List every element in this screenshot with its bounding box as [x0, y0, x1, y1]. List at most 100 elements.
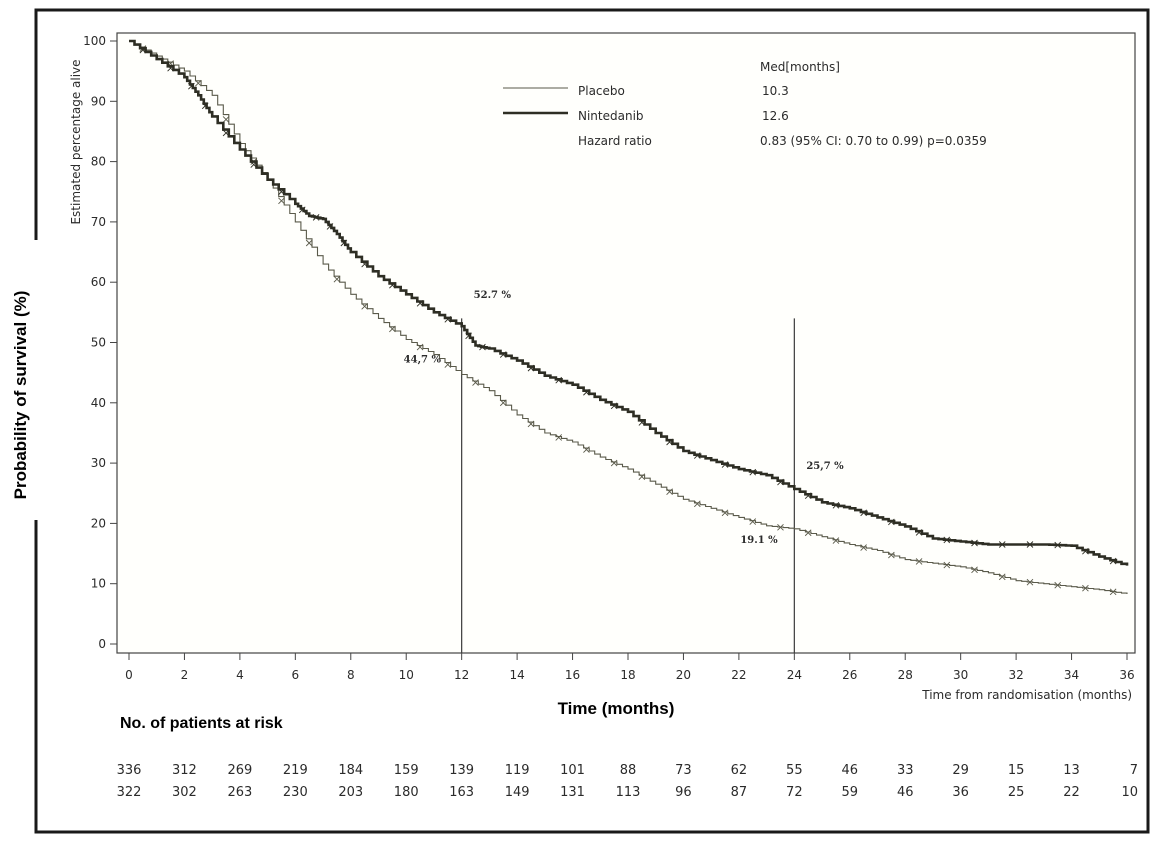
- censor-mark: [361, 260, 368, 268]
- risk-count: 119: [505, 763, 530, 778]
- risk-count: 302: [172, 785, 197, 800]
- censor-mark: [188, 82, 195, 90]
- censor-mark: [1026, 541, 1034, 548]
- risk-count: 180: [394, 785, 419, 800]
- risk-count: 263: [227, 785, 252, 800]
- risk-count: 22: [1063, 785, 1080, 800]
- censor-mark: [333, 275, 341, 283]
- censor-mark: [1054, 581, 1062, 589]
- censor-mark: [305, 239, 313, 247]
- censor-mark: [312, 214, 320, 221]
- censor-mark: [583, 446, 590, 453]
- risk-count: 7: [1130, 763, 1138, 778]
- censor-mark: [749, 468, 757, 476]
- curve-placebo: [129, 40, 1128, 594]
- risk-table: 336 312 269 219 184 159 139 119 101 88 73 62 55 46 33 2…: [117, 763, 1138, 800]
- censor-mark: [472, 379, 479, 386]
- censor-mark: [1082, 584, 1089, 592]
- censor-mark: [777, 478, 784, 486]
- y-tick-label: 40: [91, 396, 106, 410]
- plot-area: [116, 32, 1136, 654]
- risk-count: 322: [117, 785, 142, 800]
- censor-mark: [860, 544, 867, 551]
- censor-mark: [998, 573, 1006, 581]
- censor-mark: [1109, 557, 1117, 565]
- censor-mark: [693, 500, 701, 508]
- censor-mark: [721, 509, 729, 517]
- x-tick-label: 18: [620, 668, 635, 682]
- percent-annotation: 52.7 %: [474, 290, 512, 301]
- censor-mark: [389, 281, 396, 289]
- y-axis-label: Probability of survival (%): [11, 291, 30, 500]
- risk-count: 203: [338, 785, 363, 800]
- censor-mark: [721, 461, 729, 468]
- x-tick-label: 26: [842, 668, 857, 682]
- risk-count: 312: [172, 763, 197, 778]
- censor-mark: [915, 558, 923, 565]
- censor-mark: [943, 561, 951, 569]
- censor-mark: [444, 361, 452, 368]
- x-tick-label: 12: [454, 668, 469, 682]
- censor-mark: [555, 376, 563, 384]
- censor-mark: [832, 537, 840, 544]
- x-tick-label: 14: [509, 668, 524, 682]
- x-tick-label: 10: [399, 668, 414, 682]
- censor-mark: [1026, 578, 1034, 586]
- censor-mark: [222, 129, 230, 137]
- risk-count: 163: [449, 785, 474, 800]
- percent-annotations: 52.7 % 44,7 % 25,7 % 19.1 %: [404, 290, 845, 546]
- x-tick-label: 8: [347, 668, 355, 682]
- censor-mark: [666, 438, 673, 446]
- y-tick-label: 90: [91, 94, 106, 108]
- legend-median-nintedanib: 12.6: [762, 109, 789, 123]
- risk-count: 46: [842, 763, 859, 778]
- x-tick-label: 34: [1064, 668, 1079, 682]
- y-axis-inner-label: Estimated percentage alive: [69, 59, 83, 224]
- risk-count: 13: [1063, 763, 1080, 778]
- censor-mark: [610, 402, 618, 410]
- legend-hazard-value: 0.83 (95% CI: 0.70 to 0.99) p=0.0359: [760, 134, 987, 148]
- y-tick-label: 80: [91, 155, 106, 169]
- risk-count: 230: [283, 785, 308, 800]
- y-tick-label: 0: [98, 637, 106, 651]
- censor-mark: [1054, 541, 1062, 549]
- censor-mark: [527, 420, 535, 428]
- risk-table-title: No. of patients at risk: [120, 715, 283, 732]
- risk-count: 55: [786, 763, 803, 778]
- risk-count: 101: [560, 763, 585, 778]
- risk-count: 15: [1008, 763, 1025, 778]
- censor-mark: [804, 492, 812, 499]
- censor-mark: [610, 459, 618, 467]
- risk-count: 131: [560, 785, 585, 800]
- x-tick-label: 22: [731, 668, 746, 682]
- y-tick-label: 100: [83, 34, 106, 48]
- censor-mark: [139, 46, 147, 54]
- censor-mark: [915, 529, 923, 536]
- percent-annotation: 25,7 %: [806, 461, 844, 472]
- censor-mark: [888, 518, 895, 526]
- risk-count: 62: [731, 763, 748, 778]
- x-tick-label: 16: [565, 668, 580, 682]
- risk-count: 336: [117, 763, 142, 778]
- legend-hazard-label: Hazard ratio: [578, 134, 652, 148]
- censor-mark: [444, 315, 452, 323]
- censor-mark: [638, 419, 646, 426]
- censor-mark: [298, 206, 306, 214]
- risk-count: 159: [394, 763, 419, 778]
- risk-count: 219: [283, 763, 308, 778]
- x-tick-label: 6: [292, 668, 300, 682]
- censor-mark: [971, 539, 978, 547]
- risk-count: 184: [338, 763, 363, 778]
- legend-header: Med[months]: [760, 60, 840, 74]
- censor-mark: [499, 399, 507, 407]
- censor-mark: [201, 102, 209, 110]
- censor-mark: [777, 524, 784, 531]
- y-tick-label: 30: [91, 456, 106, 470]
- censor-mark: [555, 434, 563, 441]
- censor-mark: [326, 223, 334, 230]
- censor-mark: [167, 64, 174, 72]
- risk-count: 46: [897, 785, 914, 800]
- y-tick-label: 20: [91, 516, 106, 530]
- risk-count: 87: [731, 785, 748, 800]
